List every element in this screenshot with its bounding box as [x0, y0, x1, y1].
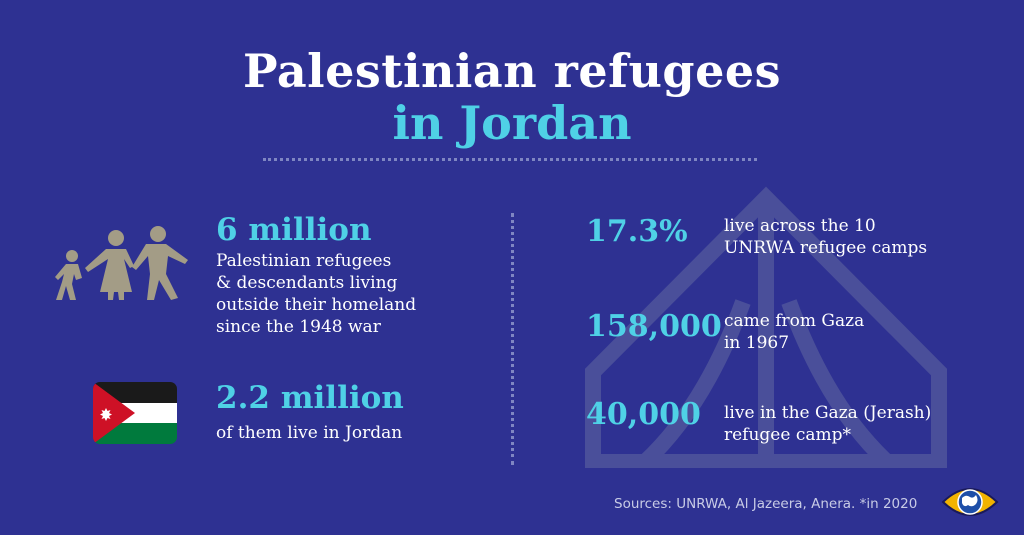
family-icon: [55, 226, 188, 300]
stat-camps-desc-line-2: UNRWA refugee camps: [724, 238, 928, 258]
page-subtitle: in Jordan: [392, 96, 632, 150]
stat-camps-value: 17.3%: [586, 214, 688, 249]
stat-gaza-value: 158,000: [586, 309, 722, 344]
stat-camps-desc-line-1: live across the 10: [724, 216, 876, 236]
stat-jordan-value: 2.2 million: [216, 380, 404, 416]
stat-gaza-desc-line-2: in 1967: [724, 333, 790, 353]
title-divider: [263, 158, 757, 161]
stat-gaza-desc-line-1: came from Gaza: [724, 311, 865, 331]
jordan-flag-icon: [93, 382, 177, 444]
tent-icon: [585, 186, 947, 468]
column-divider: [511, 213, 514, 465]
stat-jerash-desc-line-1: live in the Gaza (Jerash): [724, 403, 932, 423]
stat-refugees-desc-line-3: outside their homeland: [216, 295, 417, 315]
stat-jerash-value: 40,000: [586, 397, 701, 432]
stat-refugees-desc-line-2: & descendants living: [216, 273, 398, 293]
stat-refugees-desc-line-1: Palestinian refugees: [216, 251, 392, 271]
sources-note: Sources: UNRWA, Al Jazeera, Anera. *in 2…: [614, 496, 918, 512]
stat-refugees-desc-line-4: since the 1948 war: [216, 317, 381, 337]
eye-globe-logo-icon: [941, 488, 999, 516]
stat-jerash-desc-line-2: refugee camp*: [724, 425, 851, 445]
page-title: Palestinian refugees: [242, 44, 782, 98]
stat-refugees-value: 6 million: [216, 212, 372, 248]
stat-jordan-desc: of them live in Jordan: [216, 423, 403, 443]
